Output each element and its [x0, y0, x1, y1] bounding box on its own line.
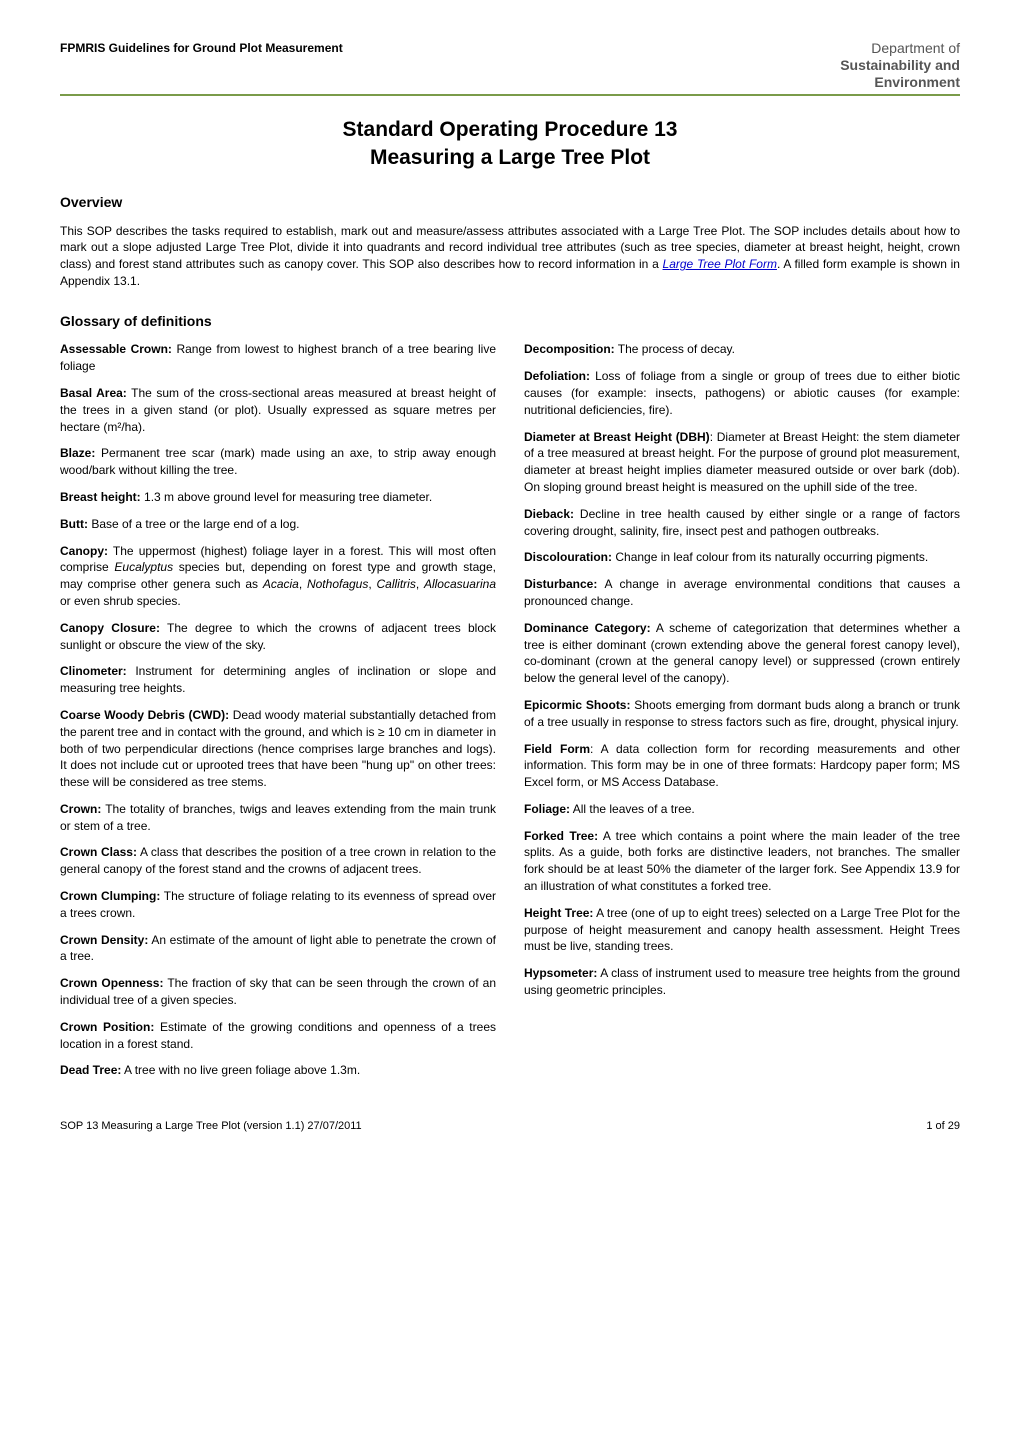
glossary-definition: Permanent tree scar (mark) made using an…	[60, 446, 496, 477]
glossary-definition: 1.3 m above ground level for measuring t…	[141, 490, 433, 504]
department-block: Department of Sustainability and Environ…	[840, 40, 960, 90]
glossary-definition: A tree with no live green foliage above …	[121, 1063, 360, 1077]
glossary-term: Crown Openness:	[60, 976, 163, 990]
title-line-2: Measuring a Large Tree Plot	[370, 146, 650, 169]
glossary-entry: Crown Class: A class that describes the …	[60, 844, 496, 878]
glossary-entry: Foliage: All the leaves of a tree.	[524, 801, 960, 818]
glossary-term: Foliage:	[524, 802, 570, 816]
dept-line-1: Department of	[840, 40, 960, 57]
page-footer: SOP 13 Measuring a Large Tree Plot (vers…	[60, 1119, 960, 1134]
glossary-term: Dead Tree:	[60, 1063, 121, 1077]
glossary-entry: Forked Tree: A tree which contains a poi…	[524, 828, 960, 895]
glossary-term: Blaze:	[60, 446, 95, 460]
large-tree-plot-form-link[interactable]: Large Tree Plot Form	[663, 257, 777, 271]
glossary-term: Field Form	[524, 742, 590, 756]
glossary-left-column: Assessable Crown: Range from lowest to h…	[60, 341, 496, 1089]
glossary-term: Canopy:	[60, 544, 108, 558]
glossary-entry: Hypsometer: A class of instrument used t…	[524, 965, 960, 999]
glossary-entry: Coarse Woody Debris (CWD): Dead woody ma…	[60, 707, 496, 791]
glossary-term: Disturbance:	[524, 577, 597, 591]
dept-line-2: Sustainability and	[840, 57, 960, 74]
glossary-term: Breast height:	[60, 490, 141, 504]
glossary-term: Diameter at Breast Height (DBH)	[524, 430, 710, 444]
glossary-term: Decomposition:	[524, 342, 615, 356]
glossary-entry: Assessable Crown: Range from lowest to h…	[60, 341, 496, 375]
glossary-term: Crown Position:	[60, 1020, 154, 1034]
header-left-title: FPMRIS Guidelines for Ground Plot Measur…	[60, 40, 343, 57]
footer-right: 1 of 29	[926, 1119, 960, 1134]
glossary-term: Crown Clumping:	[60, 889, 160, 903]
glossary-entry: Field Form: A data collection form for r…	[524, 741, 960, 791]
glossary-heading: Glossary of definitions	[60, 312, 960, 332]
glossary-term: Clinometer:	[60, 664, 127, 678]
glossary-term: Butt:	[60, 517, 88, 531]
glossary-entry: Blaze: Permanent tree scar (mark) made u…	[60, 445, 496, 479]
glossary-term: Dieback:	[524, 507, 574, 521]
glossary-definition: The totality of branches, twigs and leav…	[60, 802, 496, 833]
glossary-entry: Defoliation: Loss of foliage from a sing…	[524, 368, 960, 418]
glossary-entry: Epicormic Shoots: Shoots emerging from d…	[524, 697, 960, 731]
glossary-definition: Decline in tree health caused by either …	[524, 507, 960, 538]
glossary-columns: Assessable Crown: Range from lowest to h…	[60, 341, 960, 1089]
glossary-entry: Dead Tree: A tree with no live green fol…	[60, 1062, 496, 1079]
glossary-entry: Dieback: Decline in tree health caused b…	[524, 506, 960, 540]
glossary-entry: Discolouration: Change in leaf colour fr…	[524, 549, 960, 566]
glossary-term: Forked Tree:	[524, 829, 598, 843]
glossary-definition: : A data collection form for recording m…	[524, 742, 960, 790]
glossary-term: Height Tree:	[524, 906, 593, 920]
glossary-term: Crown Class:	[60, 845, 137, 859]
glossary-entry: Crown Openness: The fraction of sky that…	[60, 975, 496, 1009]
glossary-entry: Clinometer: Instrument for determining a…	[60, 663, 496, 697]
glossary-term: Crown Density:	[60, 933, 148, 947]
overview-paragraph: This SOP describes the tasks required to…	[60, 223, 960, 290]
glossary-term: Assessable Crown:	[60, 342, 172, 356]
glossary-definition: The process of decay.	[615, 342, 735, 356]
glossary-entry: Crown Density: An estimate of the amount…	[60, 932, 496, 966]
glossary-entry: Canopy Closure: The degree to which the …	[60, 620, 496, 654]
glossary-term: Coarse Woody Debris (CWD):	[60, 708, 229, 722]
glossary-entry: Crown: The totality of branches, twigs a…	[60, 801, 496, 835]
overview-heading: Overview	[60, 193, 960, 213]
glossary-entry: Disturbance: A change in average environ…	[524, 576, 960, 610]
glossary-term: Dominance Category:	[524, 621, 651, 635]
glossary-entry: Dominance Category: A scheme of categori…	[524, 620, 960, 687]
glossary-definition: All the leaves of a tree.	[570, 802, 695, 816]
glossary-entry: Breast height: 1.3 m above ground level …	[60, 489, 496, 506]
glossary-entry: Height Tree: A tree (one of up to eight …	[524, 905, 960, 955]
glossary-entry: Decomposition: The process of decay.	[524, 341, 960, 358]
page-header: FPMRIS Guidelines for Ground Plot Measur…	[60, 40, 960, 96]
glossary-entry: Crown Clumping: The structure of foliage…	[60, 888, 496, 922]
title-line-1: Standard Operating Procedure 13	[343, 118, 678, 141]
glossary-definition: Base of a tree or the large end of a log…	[88, 517, 299, 531]
glossary-entry: Crown Position: Estimate of the growing …	[60, 1019, 496, 1053]
glossary-term: Epicormic Shoots:	[524, 698, 630, 712]
glossary-definition: The uppermost (highest) foliage layer in…	[60, 544, 496, 608]
glossary-entry: Basal Area: The sum of the cross-section…	[60, 385, 496, 435]
glossary-definition: Loss of foliage from a single or group o…	[524, 369, 960, 417]
footer-left: SOP 13 Measuring a Large Tree Plot (vers…	[60, 1119, 362, 1134]
glossary-entry: Canopy: The uppermost (highest) foliage …	[60, 543, 496, 610]
glossary-entry: Diameter at Breast Height (DBH): Diamete…	[524, 429, 960, 496]
glossary-term: Discolouration:	[524, 550, 612, 564]
glossary-entry: Butt: Base of a tree or the large end of…	[60, 516, 496, 533]
glossary-definition: Change in leaf colour from its naturally…	[612, 550, 928, 564]
glossary-term: Defoliation:	[524, 369, 590, 383]
glossary-right-column: Decomposition: The process of decay. Defo…	[524, 341, 960, 1089]
glossary-term: Crown:	[60, 802, 101, 816]
page-title: Standard Operating Procedure 13 Measurin…	[60, 116, 960, 171]
glossary-term: Basal Area:	[60, 386, 127, 400]
dept-line-3: Environment	[840, 74, 960, 91]
glossary-term: Hypsometer:	[524, 966, 597, 980]
glossary-term: Canopy Closure:	[60, 621, 160, 635]
